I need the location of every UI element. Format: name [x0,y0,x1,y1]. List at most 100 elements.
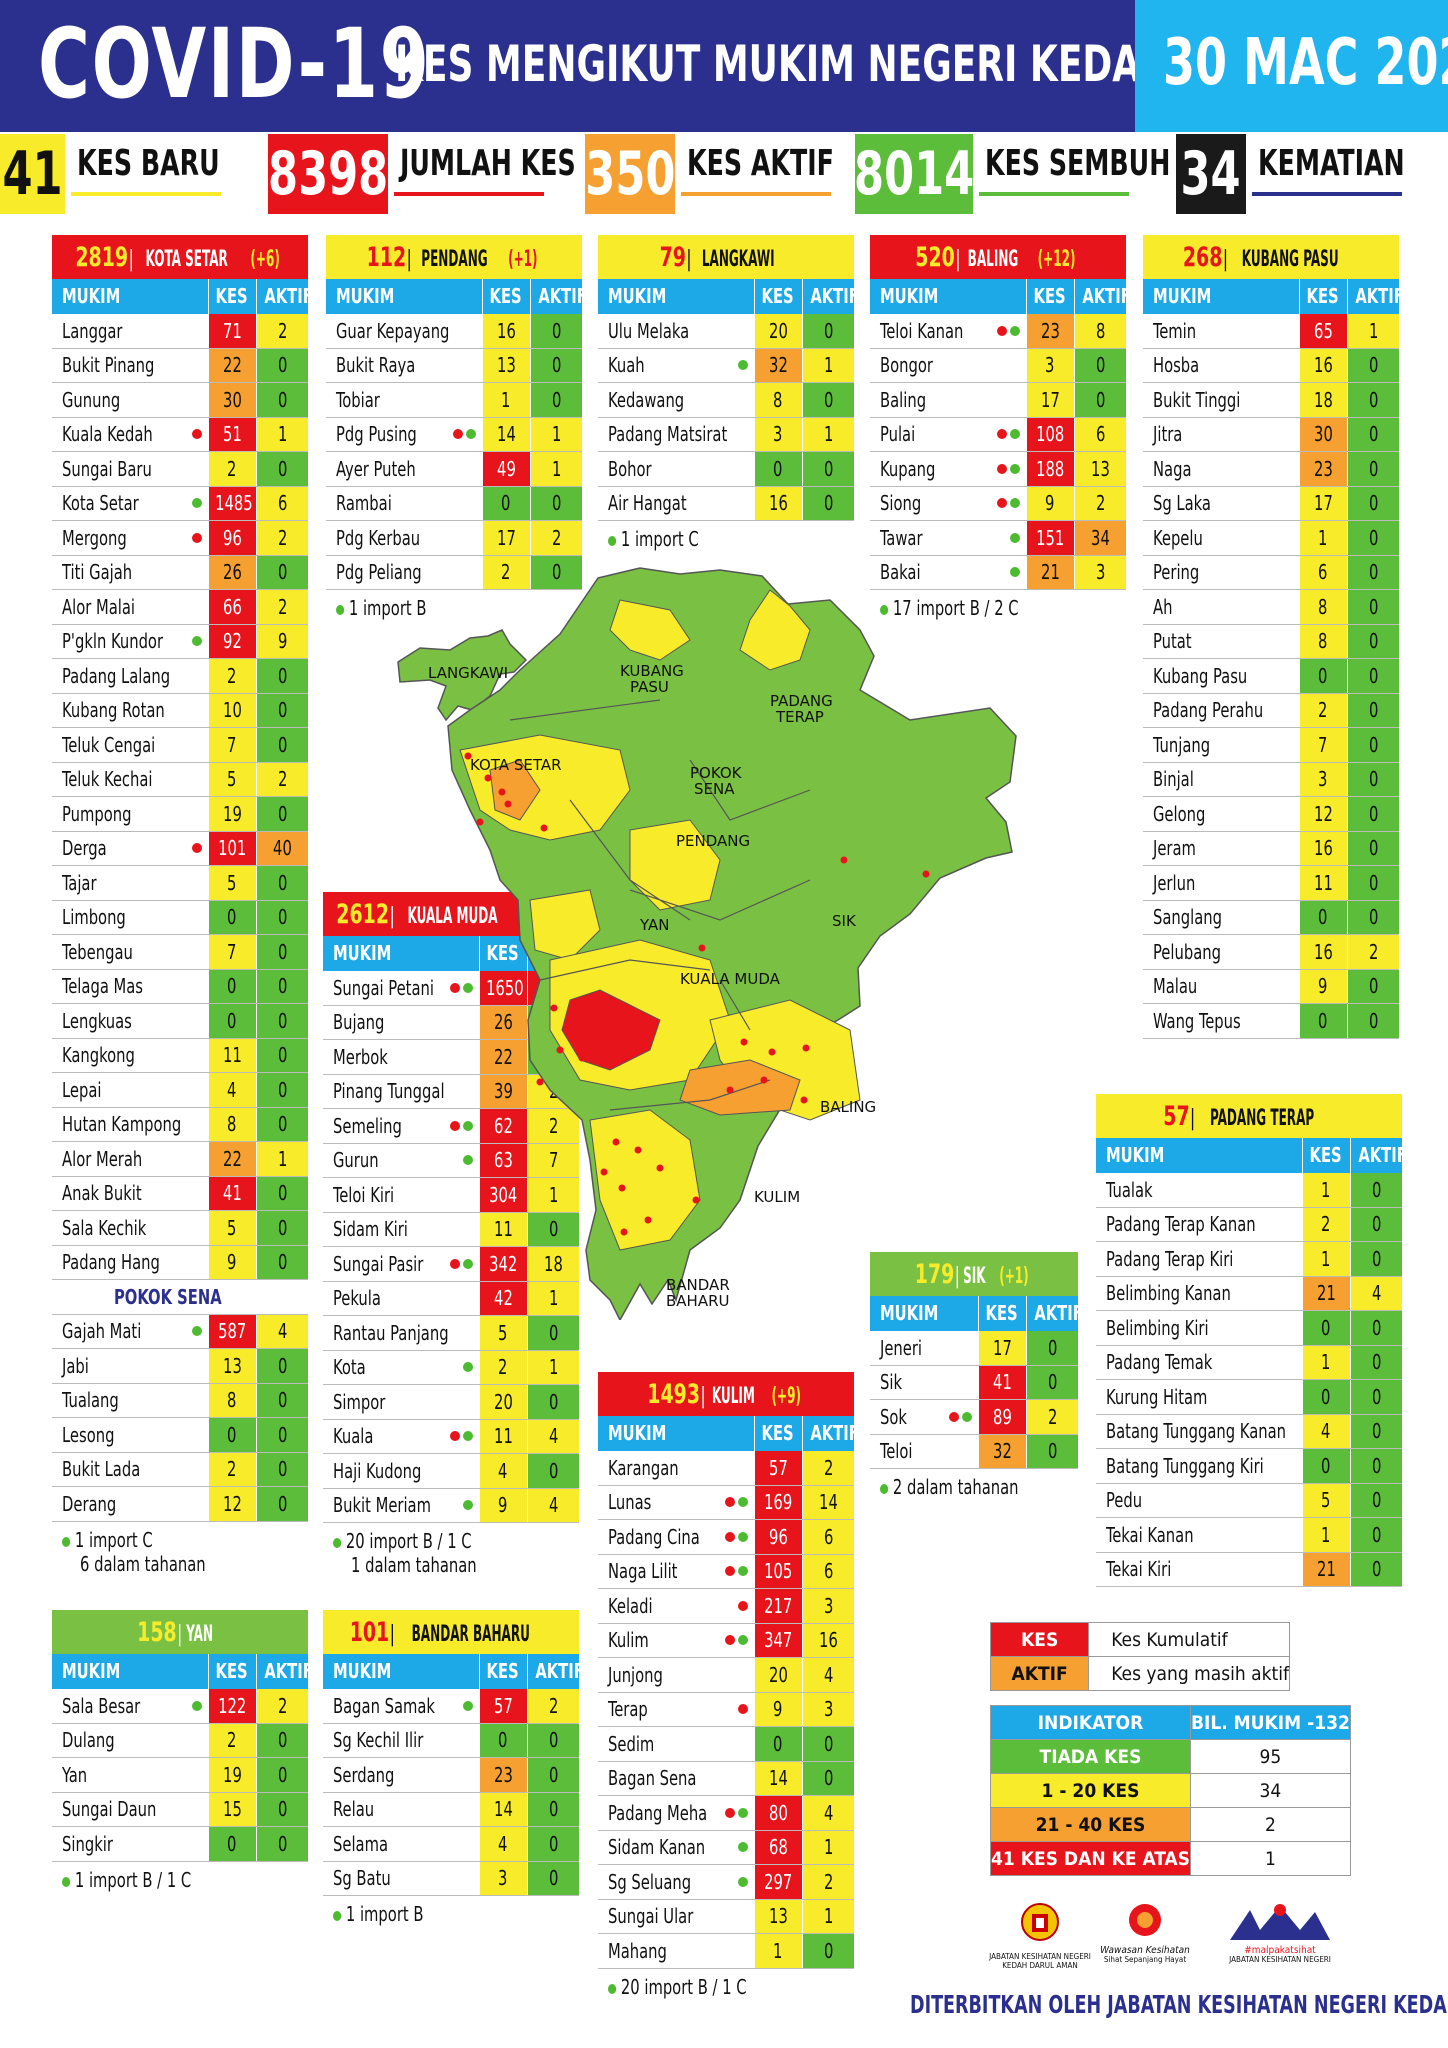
district-bandar-baharu: 101 | BANDAR BAHARU MUKIM KES AKTIF Bagan S… [323,1610,579,1926]
table-row: Jitra 30 0 [1143,417,1399,452]
table-row: Kepelu 1 0 [1143,520,1399,556]
table-row: Sedim 0 0 [598,1726,854,1762]
kes-value: 51 [207,417,256,452]
table-row: Karangan 57 2 [598,1450,854,1486]
red-dot-icon [452,429,463,440]
table-row: Teloi Kiri 304 1 [323,1177,579,1213]
table-row: Haji Kudong 4 0 [323,1453,579,1489]
table-row: Jabi 13 0 [52,1348,308,1384]
mukim-name: Lesong [52,1417,208,1453]
mukim-name: Mergong [52,520,208,556]
map-label-bandar-baharu-2: BAHARU [666,1292,730,1310]
aktif-value: 3 [1073,555,1126,590]
kes-value: 17 [1025,382,1074,418]
district-total: 112 [366,241,407,273]
aktif-value: 2 [255,520,308,556]
people-icon [1230,1904,1330,1940]
kes-value: 11 [478,1419,527,1454]
green-dot-icon [1009,429,1020,440]
kes-value: 16 [1298,348,1347,383]
red-dot-icon [724,1497,735,1508]
table-row: Titi Gajah 26 0 [52,555,308,590]
kes-value: 63 [478,1143,527,1178]
mukim-name: Sg Kechil Ilir [323,1723,479,1758]
mukim-name: Batang Tunggang Kiri [1096,1448,1302,1484]
kes-value: 2 [207,1452,256,1487]
aktif-value: 0 [801,1933,854,1969]
aktif-value: 0 [1025,1365,1078,1400]
kes-value: 5 [478,1315,527,1351]
mukim-name: Ayer Puteh [326,451,482,487]
mukim-name: Limbong [52,900,208,935]
stat-kes-aktif: 350 KES AKTIF [585,134,885,214]
indikator-header: INDIKATOR [990,1705,1191,1740]
red-dot-icon [449,1258,460,1269]
mukim-name: Pinang Tunggal [323,1074,479,1109]
district-total: 2612 [336,898,390,930]
table-row: Putat 8 0 [1143,624,1399,659]
mukim-name: Simpor [323,1384,479,1420]
mukim-name: Bujang [323,1005,479,1040]
table-row: Bakai 21 3 [870,555,1126,590]
aktif-value: 34 [1073,520,1126,556]
kes-value: 2 [481,555,530,590]
kes-value: 57 [478,1688,527,1724]
table-row: Gunung 30 0 [52,382,308,418]
district-total: 158 [136,1616,177,1648]
mukim-name: Pedu [1096,1483,1302,1518]
table-row: Simpor 20 0 [323,1384,579,1420]
mukim-name: Relau [323,1792,479,1827]
district-delta: (+6) [250,246,280,272]
red-dot-icon [996,498,1007,509]
aktif-value: 0 [255,658,308,694]
mukim-name: Teloi [870,1434,978,1469]
mukim-name: Jeram [1143,831,1299,866]
mukim-name: Guar Kepayang [326,313,482,349]
table-row: Lengkuas 0 0 [52,1003,308,1039]
district-separator: | [687,246,692,272]
kes-value: 92 [207,624,256,659]
aktif-value: 2 [1346,934,1399,970]
table-row: Pelubang 16 2 [1143,934,1399,970]
mukim-name: Padang Perahu [1143,693,1299,728]
table-row: Guar Kepayang 16 0 [326,313,582,349]
district-kulim: 1493 | KULIM (+9) MUKIM KES AKTIF Karangan 57… [598,1372,854,1999]
kes-value: 1 [481,382,530,418]
aktif-value: 0 [1073,348,1126,383]
header-banner: COVID-19 KES MENGIKUT MUKIM NEGERI KEDAH… [0,0,1448,132]
aktif-value: 0 [1349,1483,1402,1518]
aktif-value: 0 [1346,865,1399,901]
kes-value: 13 [207,1348,256,1384]
table-row: Kedawang 8 0 [598,382,854,418]
district-note: 20 import B / 1 C [333,1529,543,1553]
kes-value: 108 [1025,417,1074,452]
district-title: 158 | YAN [52,1610,308,1654]
col-aktif: AKTIF [255,1654,308,1689]
mukim-name: Kedawang [598,382,754,418]
table-row: Tekai Kiri 21 0 [1096,1552,1402,1587]
mukim-name: Baling [870,382,1026,418]
stat-value: 34 [1176,134,1246,214]
kes-value: 89 [977,1399,1026,1435]
stat-value: 8014 [854,134,974,214]
kes-value: 32 [753,348,802,383]
kes-value: 2 [478,1350,527,1385]
mukim-name: Pekula [323,1281,479,1316]
table-row: Teluk Kechai 5 2 [52,762,308,797]
aktif-value: 1 [255,1141,308,1177]
aktif-value: 0 [1346,1003,1399,1039]
mukim-name: Belimbing Kiri [1096,1310,1302,1346]
kedah-map: LANGKAWI KUBANG PASU PADANG TERAP KOTA S… [397,567,1017,1320]
aktif-value: 0 [255,451,308,487]
mukim-name: Anak Bukit [52,1176,208,1211]
red-dot-icon [191,429,202,440]
district-separator: | [177,1621,182,1647]
table-row: Hutan Kampong 8 0 [52,1107,308,1142]
green-dot-icon [462,1155,473,1166]
kes-value: 30 [207,382,256,418]
district-note-2: 1 dalam tahanan [351,1553,477,1577]
aktif-value: 1 [801,1899,854,1934]
mukim-name: Tekai Kiri [1096,1552,1302,1587]
